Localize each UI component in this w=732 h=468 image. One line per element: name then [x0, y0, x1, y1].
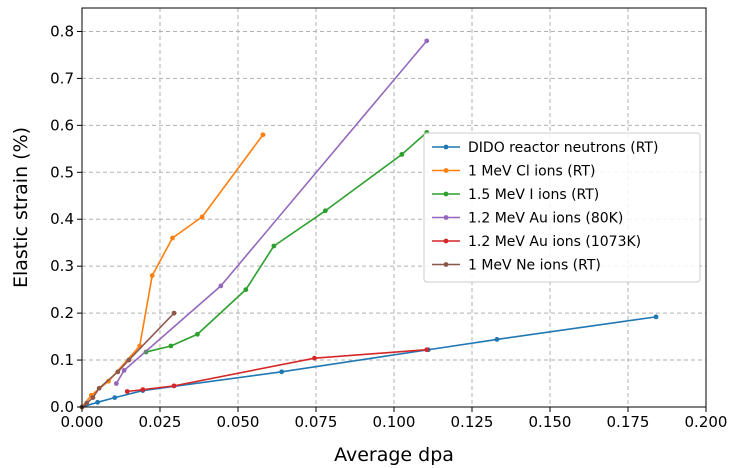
legend-swatch-marker — [443, 144, 449, 150]
data-point — [90, 395, 96, 401]
series-2 — [79, 132, 266, 410]
y-tick-label: 0.2 — [50, 304, 74, 322]
legend-entry: DIDO reactor neutrons (RT) — [432, 140, 658, 156]
series-line — [81, 316, 657, 408]
data-point — [312, 355, 317, 361]
data-point — [168, 343, 174, 349]
legend-entry: 1 MeV Ne ions (RT) — [432, 258, 601, 274]
data-point — [322, 208, 328, 214]
data-point — [171, 383, 177, 389]
data-point — [494, 337, 500, 342]
series-5 — [124, 347, 430, 394]
legend-label: 1 MeV Cl ions (RT) — [468, 164, 595, 180]
data-point — [195, 331, 200, 337]
legend-entry: 1.2 MeV Au ions (1073K) — [432, 234, 641, 250]
y-tick-label: 0.3 — [50, 257, 74, 275]
x-tick-label: 0.025 — [139, 413, 182, 431]
x-tick-label: 0.175 — [607, 413, 650, 431]
legend-label: 1.5 MeV I ions (RT) — [468, 187, 599, 203]
x-tick-label: 0.050 — [217, 413, 260, 431]
y-tick-label: 0.4 — [50, 210, 74, 228]
data-point — [171, 310, 177, 316]
x-tick-label: 0.075 — [295, 413, 338, 431]
legend-entry: 1.5 MeV I ions (RT) — [432, 187, 599, 203]
legend-label: 1.2 MeV Au ions (80K) — [468, 211, 623, 227]
legend-label: 1.2 MeV Au ions (1073K) — [468, 234, 641, 250]
series-4 — [113, 38, 430, 386]
legend-swatch-marker — [443, 215, 449, 220]
series-line — [115, 40, 428, 384]
data-point — [260, 132, 266, 138]
series-6 — [79, 310, 177, 410]
legend: DIDO reactor neutrons (RT) 1 MeV Cl ions … — [423, 132, 701, 283]
data-point — [424, 38, 430, 44]
data-point — [424, 347, 430, 353]
y-axis-title: Elastic strain (%) — [10, 127, 32, 288]
data-point — [653, 314, 659, 320]
data-point — [243, 287, 249, 293]
y-tick-label: 0.0 — [50, 398, 74, 416]
data-point — [399, 152, 405, 157]
data-point — [84, 400, 90, 406]
legend-swatch-marker — [443, 168, 449, 173]
data-point — [96, 385, 102, 391]
series-group — [79, 38, 659, 410]
data-point — [124, 389, 130, 394]
data-point — [199, 214, 205, 220]
data-point — [113, 381, 119, 386]
x-tick-label: 0.200 — [685, 413, 728, 431]
x-tick-label: 0.150 — [529, 413, 572, 431]
legend-swatch-marker — [443, 262, 449, 267]
data-point — [115, 369, 121, 375]
y-tick-label: 0.5 — [50, 163, 74, 181]
data-point — [126, 357, 132, 363]
data-point — [95, 399, 100, 405]
legend-box — [423, 132, 701, 283]
data-point — [121, 367, 127, 373]
axes: 0.000 0.025 0.050 0.075 0.100 0.125 0.150 0.175… — [50, 7, 728, 431]
x-tick-label: 0.000 — [61, 413, 104, 431]
data-point — [218, 283, 224, 289]
x-tick-label: 0.125 — [451, 413, 494, 431]
data-point — [170, 235, 175, 241]
legend-swatch-marker — [443, 238, 449, 244]
data-point — [279, 369, 285, 375]
data-point — [149, 273, 155, 278]
legend-entry: 1 MeV Cl ions (RT) — [432, 164, 595, 180]
data-point — [140, 387, 146, 393]
x-tick-label: 0.100 — [373, 413, 416, 431]
y-tick-label: 0.7 — [50, 69, 74, 87]
y-tick-label: 0.1 — [50, 351, 74, 369]
legend-swatch-marker — [443, 191, 449, 197]
legend-label: 1 MeV Ne ions (RT) — [468, 258, 601, 274]
y-tick-label: 0.8 — [50, 22, 74, 40]
y-tick-label: 0.6 — [50, 116, 74, 134]
x-axis-title: Average dpa — [334, 444, 454, 466]
data-point — [271, 243, 277, 249]
legend-label: DIDO reactor neutrons (RT) — [468, 140, 658, 156]
series-line — [145, 131, 428, 353]
labels: Average dpa Elastic strain (%) — [10, 127, 454, 466]
data-point — [112, 395, 118, 401]
series-line — [81, 134, 264, 408]
legend-entry: 1.2 MeV Au ions (80K) — [432, 211, 623, 227]
